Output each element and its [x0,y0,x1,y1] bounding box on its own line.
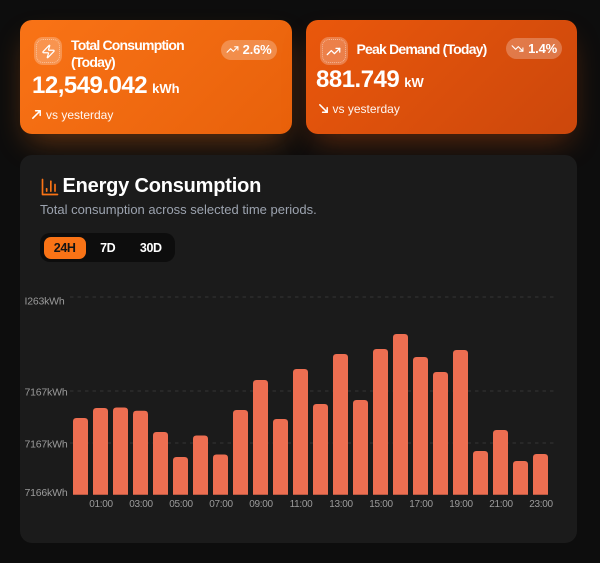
svg-text:15:00: 15:00 [369,499,393,510]
svg-text:7166kWh: 7166kWh [25,487,68,499]
svg-text:23:00: 23:00 [529,499,553,510]
svg-text:7167kWh: 7167kWh [25,387,68,399]
svg-text:17:00: 17:00 [409,499,433,510]
svg-text:09:00: 09:00 [249,499,273,510]
svg-text:03:00: 03:00 [129,499,153,510]
svg-text:07:00: 07:00 [209,499,233,510]
svg-text:7167kWh: 7167kWh [25,439,68,451]
svg-text:11:00: 11:00 [290,499,314,510]
svg-text:01:00: 01:00 [89,499,113,510]
svg-text:21:00: 21:00 [489,499,513,510]
svg-text:05:00: 05:00 [169,499,193,510]
svg-text:I263kWh: I263kWh [25,296,65,308]
svg-text:19:00: 19:00 [449,499,473,510]
svg-text:13:00: 13:00 [329,499,353,510]
